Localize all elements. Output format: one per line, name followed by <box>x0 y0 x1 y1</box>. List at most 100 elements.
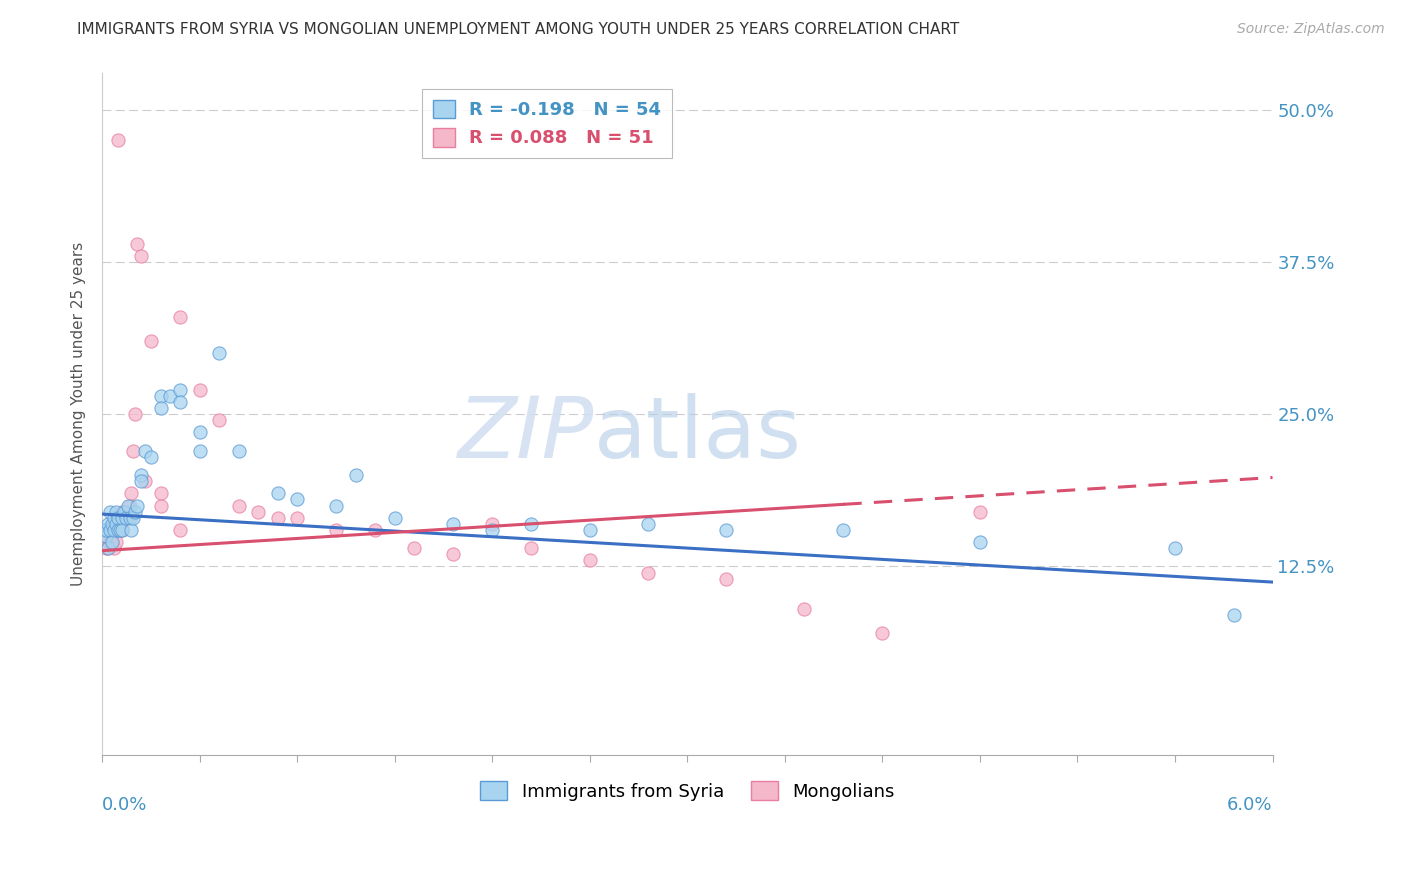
Point <box>104 535 127 549</box>
Legend: R = -0.198   N = 54, R = 0.088   N = 51: R = -0.198 N = 54, R = 0.088 N = 51 <box>422 89 672 158</box>
Point <box>97 516 120 531</box>
Point <box>114 505 136 519</box>
Point <box>149 499 172 513</box>
Point <box>124 407 146 421</box>
Point <box>481 523 503 537</box>
Point <box>94 523 117 537</box>
Point <box>441 547 464 561</box>
Point <box>103 510 125 524</box>
Point <box>188 383 211 397</box>
Point <box>1222 608 1244 623</box>
Point <box>103 541 125 556</box>
Point <box>149 389 172 403</box>
Point <box>108 523 131 537</box>
Text: 0.0%: 0.0% <box>103 797 148 814</box>
Text: Source: ZipAtlas.com: Source: ZipAtlas.com <box>1237 22 1385 37</box>
Point <box>344 468 367 483</box>
Point <box>122 510 145 524</box>
Point <box>267 510 290 524</box>
Point <box>114 510 136 524</box>
Point <box>139 334 162 348</box>
Point <box>129 468 152 483</box>
Point <box>111 523 134 537</box>
Point <box>129 474 152 488</box>
Point <box>111 505 134 519</box>
Point <box>169 395 191 409</box>
Text: IMMIGRANTS FROM SYRIA VS MONGOLIAN UNEMPLOYMENT AMONG YOUTH UNDER 25 YEARS CORRE: IMMIGRANTS FROM SYRIA VS MONGOLIAN UNEMP… <box>77 22 959 37</box>
Point <box>98 523 121 537</box>
Point <box>127 236 149 251</box>
Point <box>111 510 134 524</box>
Point <box>122 443 145 458</box>
Point <box>285 510 308 524</box>
Point <box>208 413 231 427</box>
Point <box>94 541 117 556</box>
Point <box>325 523 347 537</box>
Point <box>94 523 117 537</box>
Point <box>107 510 129 524</box>
Text: atlas: atlas <box>593 393 801 476</box>
Point <box>134 474 156 488</box>
Point <box>108 523 131 537</box>
Point <box>481 516 503 531</box>
Point <box>285 492 308 507</box>
Point <box>97 523 120 537</box>
Point <box>117 499 139 513</box>
Point <box>121 486 143 500</box>
Point <box>101 535 124 549</box>
Point <box>228 443 250 458</box>
Point <box>103 523 125 537</box>
Point <box>188 443 211 458</box>
Point <box>97 541 120 556</box>
Point <box>107 523 129 537</box>
Point <box>441 516 464 531</box>
Point <box>121 523 143 537</box>
Point <box>93 535 115 549</box>
Point <box>208 346 231 360</box>
Point <box>112 510 135 524</box>
Point <box>98 535 121 549</box>
Point <box>101 535 124 549</box>
Point <box>520 516 543 531</box>
Point <box>139 450 162 464</box>
Point <box>103 523 125 537</box>
Point <box>118 499 141 513</box>
Text: 6.0%: 6.0% <box>1227 797 1272 814</box>
Point <box>169 383 191 397</box>
Point <box>129 249 152 263</box>
Point <box>118 510 141 524</box>
Point <box>104 523 127 537</box>
Point <box>107 133 129 147</box>
Point <box>134 443 156 458</box>
Point <box>149 401 172 415</box>
Point <box>579 553 602 567</box>
Point <box>872 626 894 640</box>
Point <box>149 486 172 500</box>
Point <box>104 505 127 519</box>
Point <box>97 541 120 556</box>
Point <box>637 516 659 531</box>
Point <box>117 510 139 524</box>
Text: ZIP: ZIP <box>457 393 593 476</box>
Point <box>169 523 191 537</box>
Point <box>793 602 815 616</box>
Point <box>93 523 115 537</box>
Point <box>364 523 387 537</box>
Point <box>169 310 191 324</box>
Point <box>124 505 146 519</box>
Point <box>228 499 250 513</box>
Point <box>94 529 117 543</box>
Point <box>101 516 124 531</box>
Point <box>267 486 290 500</box>
Point <box>111 523 134 537</box>
Point <box>969 535 991 549</box>
Point <box>127 499 149 513</box>
Point <box>1164 541 1187 556</box>
Point <box>159 389 181 403</box>
Point <box>832 523 855 537</box>
Point <box>579 523 602 537</box>
Point <box>637 566 659 580</box>
Point <box>98 505 121 519</box>
Point <box>188 425 211 440</box>
Point <box>107 510 129 524</box>
